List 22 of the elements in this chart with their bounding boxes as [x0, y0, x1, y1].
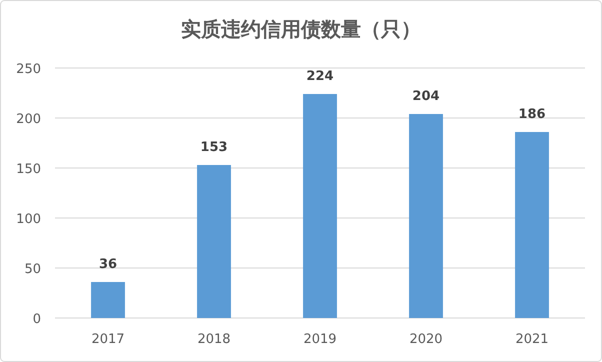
- bar: [91, 282, 125, 318]
- chart-title: 实质违约信用债数量（只）: [181, 17, 421, 41]
- x-tick-label: 2021: [515, 332, 549, 347]
- bar: [197, 165, 231, 318]
- bar: [409, 114, 443, 318]
- y-tick-label: 100: [16, 212, 41, 227]
- bar: [303, 94, 337, 318]
- x-tick-label: 2019: [303, 332, 337, 347]
- y-tick-label: 150: [16, 162, 41, 177]
- y-tick-label: 0: [32, 312, 41, 327]
- bar: [515, 132, 549, 318]
- y-tick-label: 250: [16, 62, 41, 77]
- x-tick-label: 2018: [197, 332, 231, 347]
- x-tick-label: 2017: [91, 332, 125, 347]
- y-tick-label: 50: [24, 262, 41, 277]
- data-label: 36: [98, 257, 118, 272]
- data-label: 204: [412, 89, 440, 104]
- data-label: 224: [306, 69, 334, 84]
- data-label: 186: [518, 107, 546, 122]
- data-label: 153: [200, 140, 228, 155]
- y-tick-label: 200: [16, 112, 41, 127]
- x-tick-label: 2020: [409, 332, 443, 347]
